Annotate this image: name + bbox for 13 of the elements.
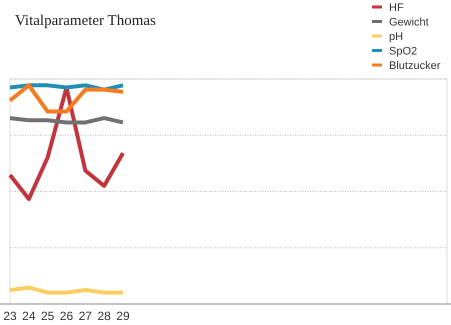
x-tick-label: 25: [40, 309, 55, 323]
x-tick-label: 24: [22, 309, 36, 323]
legend-label: Gewicht: [389, 16, 429, 28]
chart-title: Vitalparameter Thomas: [15, 13, 156, 29]
x-tick-label: 29: [116, 309, 130, 323]
x-tick-label: 23: [3, 309, 17, 323]
legend-label: SpO2: [389, 46, 418, 58]
legend-label: pH: [389, 31, 404, 43]
x-tick-label: 26: [60, 309, 74, 323]
x-tick-label: 28: [97, 309, 112, 323]
legend-label: HF: [389, 2, 404, 14]
legend-label: Blutzucker: [389, 60, 441, 72]
x-tick-label: 27: [78, 309, 92, 323]
